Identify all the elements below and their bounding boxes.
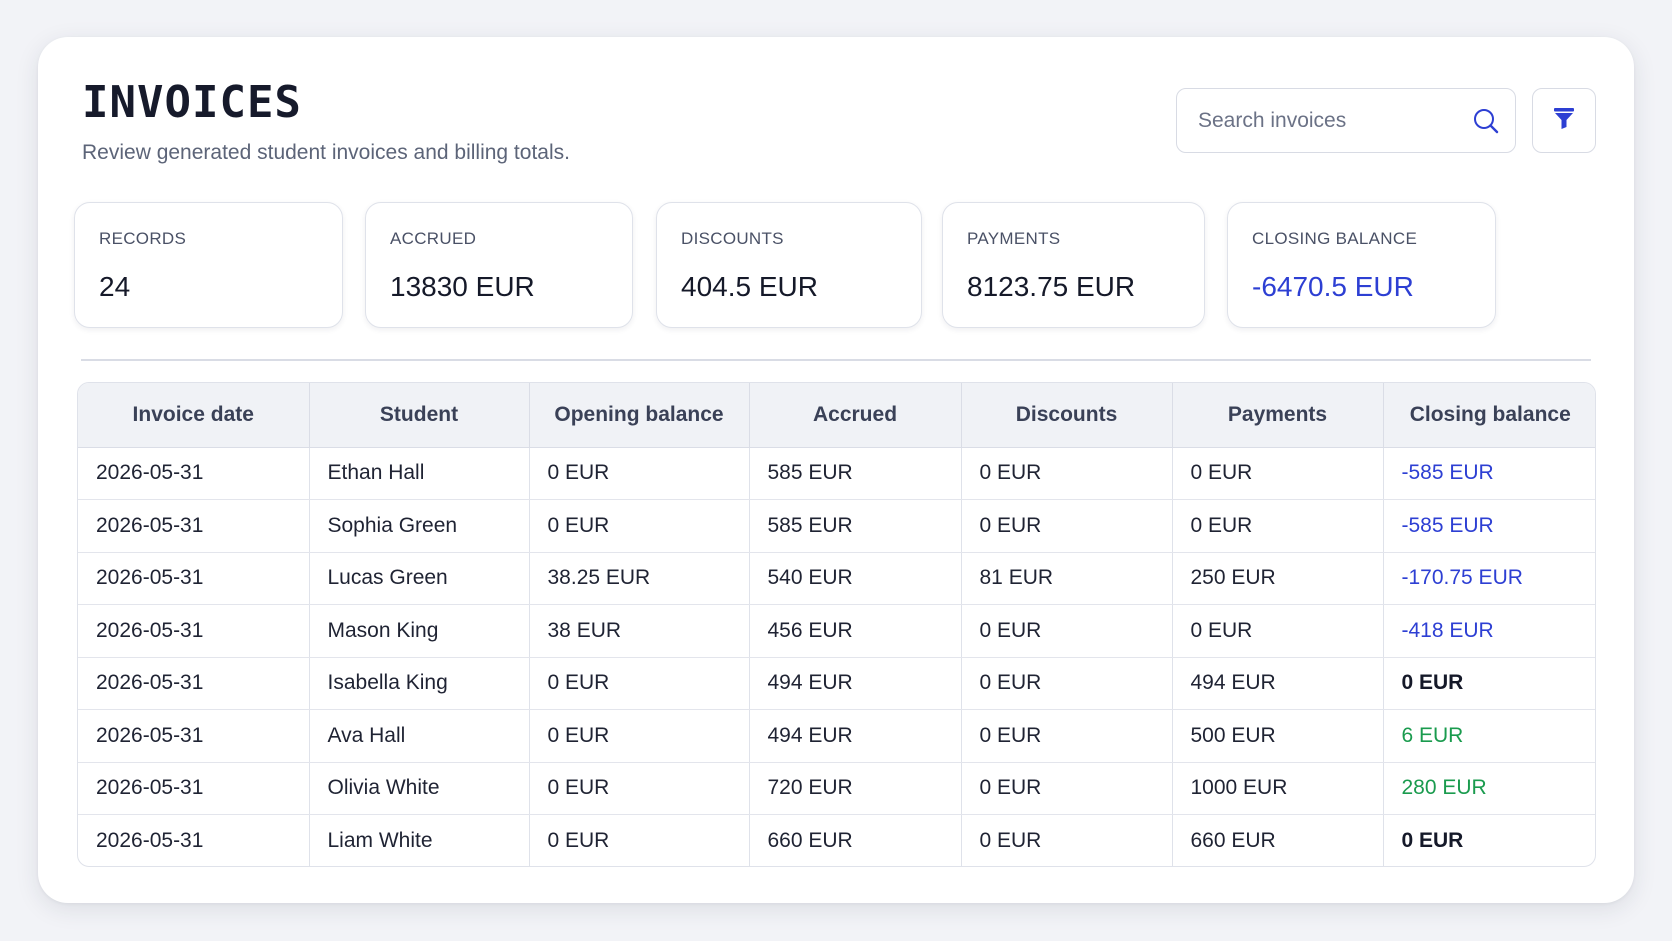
cell-closing-balance: -170.75 EUR <box>1383 552 1595 605</box>
cell-accrued: 660 EUR <box>749 814 962 866</box>
stat-card-closing-balance: CLOSING BALANCE -6470.5 EUR <box>1227 202 1496 328</box>
cell-invoice-date: 2026-05-31 <box>78 657 310 710</box>
stat-card-accrued: ACCRUED 13830 EUR <box>365 202 633 328</box>
cell-opening-balance: 0 EUR <box>529 814 750 866</box>
cell-invoice-date: 2026-05-31 <box>78 814 310 866</box>
cell-invoice-date: 2026-05-31 <box>78 447 310 500</box>
cell-payments: 0 EUR <box>1172 499 1384 553</box>
cell-accrued: 585 EUR <box>749 447 962 500</box>
cell-student: Isabella King <box>309 657 530 710</box>
cell-payments: 1000 EUR <box>1172 762 1384 815</box>
cell-opening-balance: 0 EUR <box>529 657 750 710</box>
cell-student: Lucas Green <box>309 552 530 605</box>
cell-discounts: 0 EUR <box>961 499 1173 553</box>
column-header-invoice-date[interactable]: Invoice date <box>78 383 310 448</box>
table-row[interactable]: 2026-05-31 Ethan Hall 0 EUR 585 EUR 0 EUR 0 E… <box>78 447 1595 500</box>
page-subtitle: Review generated student invoices and bi… <box>82 141 570 164</box>
filter-icon <box>1553 106 1575 135</box>
stat-value: 8123.75 EUR <box>967 271 1136 302</box>
stat-value: 404.5 EUR <box>681 271 818 302</box>
column-header-student[interactable]: Student <box>309 383 530 448</box>
search-icon[interactable] <box>1471 106 1501 136</box>
cell-student: Sophia Green <box>309 499 530 553</box>
stat-value: 13830 EUR <box>390 271 535 302</box>
search-input[interactable] <box>1198 108 1471 133</box>
cell-accrued: 456 EUR <box>749 604 962 658</box>
stat-label: ACCRUED <box>390 229 477 248</box>
cell-closing-balance: 0 EUR <box>1383 657 1595 710</box>
cell-opening-balance: 0 EUR <box>529 762 750 815</box>
stat-card-payments: PAYMENTS 8123.75 EUR <box>942 202 1205 328</box>
cell-accrued: 494 EUR <box>749 709 962 763</box>
column-header-discounts[interactable]: Discounts <box>961 383 1173 448</box>
cell-accrued: 494 EUR <box>749 657 962 710</box>
table-row[interactable]: 2026-05-31 Sophia Green 0 EUR 585 EUR 0 EUR 0… <box>78 499 1595 553</box>
cell-opening-balance: 38 EUR <box>529 604 750 658</box>
table-row[interactable]: 2026-05-31 Isabella King 0 EUR 494 EUR 0 EUR… <box>78 657 1595 710</box>
filter-button[interactable] <box>1532 88 1596 153</box>
cell-payments: 660 EUR <box>1172 814 1384 866</box>
cell-payments: 500 EUR <box>1172 709 1384 763</box>
cell-discounts: 0 EUR <box>961 657 1173 710</box>
invoices-table: Invoice date Student Opening balance Acc… <box>77 382 1596 867</box>
stat-label: RECORDS <box>99 229 187 248</box>
cell-discounts: 81 EUR <box>961 552 1173 605</box>
cell-discounts: 0 EUR <box>961 604 1173 658</box>
cell-closing-balance: 280 EUR <box>1383 762 1595 815</box>
column-header-payments[interactable]: Payments <box>1172 383 1384 448</box>
stat-card-discounts: DISCOUNTS 404.5 EUR <box>656 202 922 328</box>
cell-opening-balance: 0 EUR <box>529 709 750 763</box>
search-box <box>1176 88 1516 153</box>
stat-card-records: RECORDS 24 <box>74 202 343 328</box>
cell-payments: 250 EUR <box>1172 552 1384 605</box>
cell-invoice-date: 2026-05-31 <box>78 499 310 553</box>
cell-closing-balance: 0 EUR <box>1401 829 1464 852</box>
cell-payments: 0 EUR <box>1172 447 1384 500</box>
cell-payments: 0 EUR <box>1172 604 1384 658</box>
cell-invoice-date: 2026-05-31 <box>78 709 310 763</box>
cell-student: Olivia White <box>309 762 530 815</box>
stat-value: 24 <box>99 271 131 302</box>
column-header-opening-balance[interactable]: Opening balance <box>529 383 750 448</box>
column-header-closing-balance[interactable]: Closing balance <box>1383 383 1595 448</box>
stat-value: -6470.5 EUR <box>1252 271 1414 302</box>
stat-label: CLOSING BALANCE <box>1252 229 1418 248</box>
cell-invoice-date: 2026-05-31 <box>78 552 310 605</box>
cell-accrued: 720 EUR <box>749 762 962 815</box>
table-body: 2026-05-31 Ethan Hall 0 EUR 585 EUR 0 EUR 0 E… <box>78 447 1595 866</box>
table-row[interactable]: 2026-05-31 Mason King 38 EUR 456 EUR 0 EUR 0 … <box>78 604 1595 658</box>
column-header-accrued[interactable]: Accrued <box>749 383 962 448</box>
cell-opening-balance: 0 EUR <box>529 447 750 500</box>
cell-accrued: 540 EUR <box>749 552 962 605</box>
cell-invoice-date: 2026-05-31 <box>78 762 310 815</box>
table-row[interactable]: 2026-05-31 Liam White 0 EUR 660 EUR 0 EUR 660… <box>78 814 1595 866</box>
cell-discounts: 0 EUR <box>961 814 1173 866</box>
stat-label: DISCOUNTS <box>681 229 784 248</box>
cell-closing-balance: -585 EUR <box>1383 447 1595 500</box>
table-row[interactable]: 2026-05-31 Lucas Green 38.25 EUR 540 EUR 81 … <box>78 552 1595 605</box>
cell-payments: 494 EUR <box>1172 657 1384 710</box>
invoices-card: INVOICES Review generated student invoic… <box>38 37 1634 903</box>
cell-closing-balance: 6 EUR <box>1383 709 1595 763</box>
cell-accrued: 585 EUR <box>749 499 962 553</box>
cell-discounts: 0 EUR <box>961 709 1173 763</box>
cell-student: Ava Hall <box>309 709 530 763</box>
cell-discounts: 0 EUR <box>961 447 1173 500</box>
page-title: INVOICES <box>82 77 302 128</box>
divider <box>81 359 1591 361</box>
cell-opening-balance: 0 EUR <box>529 499 750 553</box>
table-row[interactable]: 2026-05-31 Olivia White 0 EUR 720 EUR 0 EUR 1… <box>78 762 1595 815</box>
cell-invoice-date: 2026-05-31 <box>78 604 310 658</box>
table-row[interactable]: 2026-05-31 Ava Hall 0 EUR 494 EUR 0 EUR 500 E… <box>78 709 1595 763</box>
stat-label: PAYMENTS <box>967 229 1061 248</box>
cell-discounts: 0 EUR <box>961 762 1173 815</box>
cell-student: Liam White <box>309 814 530 866</box>
cell-student: Mason King <box>309 604 530 658</box>
table-header-row: Invoice date Student Opening balance Acc… <box>78 383 1595 448</box>
cell-opening-balance: 38.25 EUR <box>529 552 750 605</box>
cell-closing-balance: -418 EUR <box>1383 604 1595 658</box>
cell-closing-balance: -585 EUR <box>1383 499 1595 553</box>
cell-student: Ethan Hall <box>309 447 530 500</box>
